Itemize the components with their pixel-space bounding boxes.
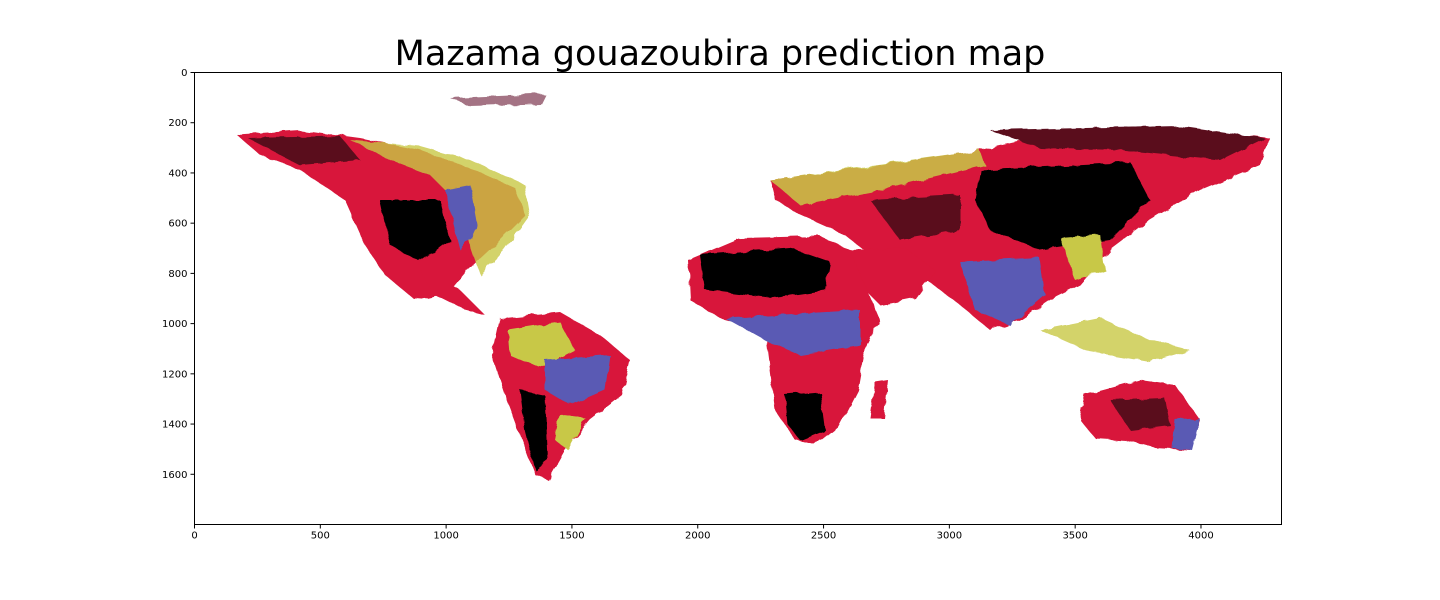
region-africa bbox=[688, 236, 888, 445]
x-axis: 0 500 1000 1500 2000 2500 3000 3500 4000 bbox=[191, 524, 1214, 542]
y-tick-label: 600 bbox=[168, 219, 187, 230]
region-eurasia bbox=[770, 126, 1270, 330]
page-title: Mazama gouazoubira prediction map bbox=[394, 34, 1046, 74]
x-tick-label: 500 bbox=[311, 531, 330, 542]
region-southeast-asia bbox=[1040, 318, 1190, 362]
x-tick-label: 0 bbox=[191, 531, 197, 542]
x-tick-label: 3000 bbox=[937, 531, 962, 542]
axes-frame bbox=[194, 72, 1282, 525]
y-axis: 0 200 400 600 800 1000 1200 1400 1600 bbox=[162, 68, 195, 481]
x-tick-label: 2500 bbox=[811, 531, 836, 542]
x-tick-label: 4000 bbox=[1188, 531, 1213, 542]
y-tick-label: 400 bbox=[168, 168, 187, 179]
y-tick-label: 1200 bbox=[162, 369, 187, 380]
y-tick-label: 200 bbox=[168, 118, 187, 129]
x-tick-label: 1000 bbox=[433, 531, 458, 542]
y-tick-label: 1000 bbox=[162, 319, 187, 330]
region-australia bbox=[1080, 380, 1200, 450]
map-raster bbox=[236, 94, 1270, 480]
x-tick-label: 3500 bbox=[1062, 531, 1087, 542]
y-tick-label: 800 bbox=[168, 269, 187, 280]
region-north-america bbox=[236, 130, 530, 315]
y-tick-label: 1600 bbox=[162, 470, 187, 481]
x-tick-label: 2000 bbox=[685, 531, 710, 542]
y-tick-label: 0 bbox=[181, 68, 187, 79]
region-south-america bbox=[492, 312, 630, 480]
region-arabia bbox=[850, 248, 935, 305]
region-arctic-north bbox=[450, 94, 545, 106]
x-tick-label: 1500 bbox=[559, 531, 584, 542]
y-tick-label: 1400 bbox=[162, 420, 187, 431]
